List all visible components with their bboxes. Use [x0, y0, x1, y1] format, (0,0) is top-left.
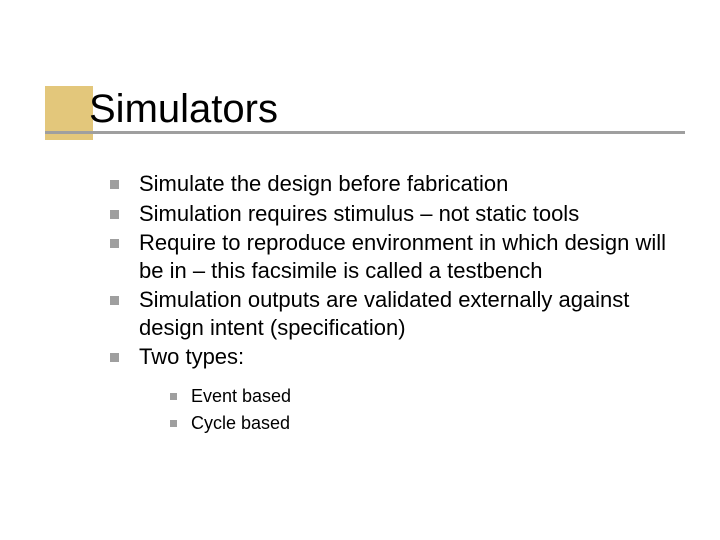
square-bullet-icon — [110, 296, 119, 305]
square-bullet-icon — [170, 393, 177, 400]
sub-bullet-text: Cycle based — [191, 412, 290, 435]
list-item: Cycle based — [170, 412, 680, 435]
bullet-text: Simulation requires stimulus – not stati… — [139, 200, 579, 228]
list-item: Event based — [170, 385, 680, 408]
square-bullet-icon — [110, 210, 119, 219]
square-bullet-icon — [110, 180, 119, 189]
list-item: Simulation outputs are validated externa… — [110, 286, 680, 341]
bullet-text: Two types: — [139, 343, 244, 371]
list-item: Require to reproduce environment in whic… — [110, 229, 680, 284]
bullet-text: Simulate the design before fabrication — [139, 170, 508, 198]
list-item: Two types: — [110, 343, 680, 371]
title-block: Simulators — [45, 80, 278, 134]
square-bullet-icon — [110, 239, 119, 248]
bullet-text: Simulation outputs are validated externa… — [139, 286, 680, 341]
content-area: Simulate the design before fabrication S… — [110, 170, 680, 439]
list-item: Simulate the design before fabrication — [110, 170, 680, 198]
bullet-text: Require to reproduce environment in whic… — [139, 229, 680, 284]
square-bullet-icon — [110, 353, 119, 362]
sub-list: Event based Cycle based — [170, 385, 680, 436]
sub-bullet-text: Event based — [191, 385, 291, 408]
slide-title: Simulators — [85, 87, 278, 134]
list-item: Simulation requires stimulus – not stati… — [110, 200, 680, 228]
square-bullet-icon — [170, 420, 177, 427]
